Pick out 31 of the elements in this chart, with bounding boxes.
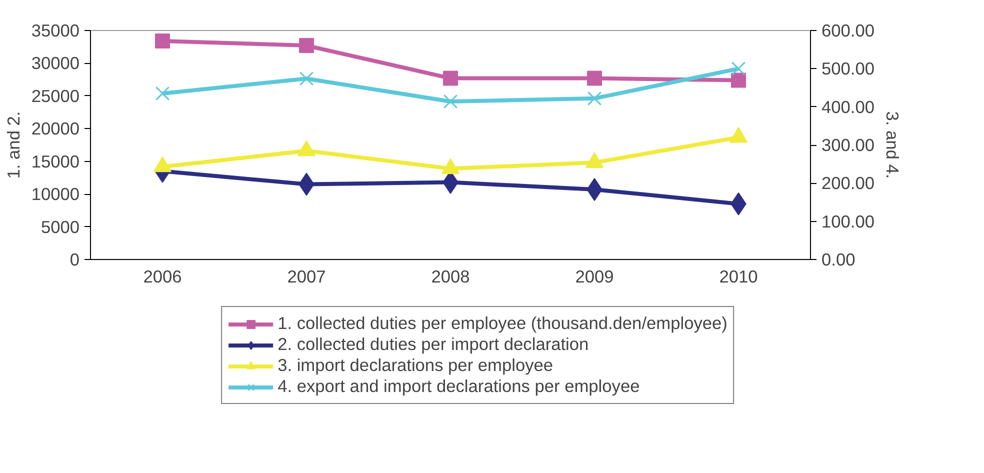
y-tick-label: 15000 xyxy=(31,151,80,172)
y2-axis-title: 3. and 4. xyxy=(882,111,902,179)
y2-tick-label: 0.00 xyxy=(822,250,856,270)
point xyxy=(443,70,458,86)
legend-label: 3. import declarations per employee xyxy=(278,355,554,376)
x-tick-label: 2009 xyxy=(575,266,614,286)
x-tick-label: 2008 xyxy=(431,266,470,286)
legend-label: 2. collected duties per import declaration xyxy=(278,334,589,355)
y2-tick-label: 100.00 xyxy=(822,211,874,232)
y-tick-label: 35000 xyxy=(31,20,80,40)
y2-tick-label: 500.00 xyxy=(822,58,874,79)
y-tick-label: 5000 xyxy=(40,216,80,237)
y-tick-label: 20000 xyxy=(31,118,80,139)
y2-tick-label: 300.00 xyxy=(822,135,874,155)
y2-tick-label: 600.00 xyxy=(822,20,874,40)
point xyxy=(587,70,602,86)
point xyxy=(299,38,314,54)
x-tick-label: 2007 xyxy=(287,266,326,286)
y-axis-title: 1. and 2. xyxy=(3,111,24,179)
y-tick-label: 10000 xyxy=(31,184,80,204)
x-tick-label: 2010 xyxy=(719,266,758,286)
y2-tick-label: 200.00 xyxy=(822,173,874,194)
legend-label: 1. collected duties per employee (thousand.den/employee) xyxy=(278,313,728,334)
y-tick-label: 25000 xyxy=(31,86,80,106)
y2-tick-label: 400.00 xyxy=(822,96,874,117)
point xyxy=(731,72,746,88)
point xyxy=(155,33,170,48)
y-tick-label: 30000 xyxy=(31,53,80,74)
x-tick-label: 2006 xyxy=(143,266,182,286)
y-tick-label: 0 xyxy=(70,250,80,270)
legend-label: 4. export and import declarations per employee xyxy=(278,376,640,397)
